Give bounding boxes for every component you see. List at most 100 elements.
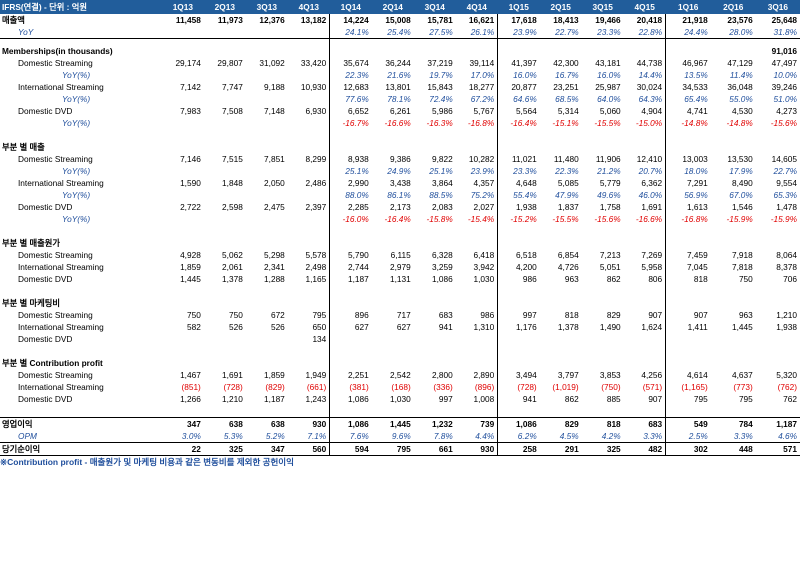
- memberships-title-row-cell: [582, 45, 624, 57]
- segment-revenue-title-row-cell: [456, 141, 498, 153]
- segment-revenue-yoy-row-cell: 25.1%: [329, 165, 372, 177]
- memberships-title-row: Memberships(in thousands) 91,016: [0, 45, 800, 57]
- segment-cost-row-cell: 7,269: [641, 250, 663, 260]
- segment-contribution-row-cell: 4,637: [732, 370, 753, 380]
- revenue-row-cell: 23,576: [727, 15, 753, 25]
- segment-marketing-row-cell: 1,176: [497, 321, 540, 333]
- spacer-row: [0, 231, 800, 237]
- operating-profit-row-cell: 638: [203, 417, 246, 430]
- memberships-title-row-cell: [288, 45, 330, 57]
- segment-revenue-row-cell: 2,173: [389, 202, 411, 212]
- membership-row-cell: 7,148: [264, 106, 285, 116]
- revenue-row-cell: 15,008: [385, 15, 411, 25]
- membership-row-cell: 9,188: [264, 82, 285, 92]
- segment-revenue-row-cell: 11,906: [595, 154, 621, 164]
- segment-revenue-row-cell: 9,386: [389, 154, 411, 164]
- membership-row-cell: 7,508: [222, 106, 243, 116]
- membership-yoy-row-cell: [246, 117, 288, 129]
- membership-row-cell: 23,251: [553, 82, 579, 92]
- segment-revenue-yoy-row-cell: 22.7%: [773, 166, 797, 176]
- segment-marketing-row-cell: [582, 333, 624, 345]
- segment-cost-row-cell: 2,744: [329, 261, 372, 273]
- memberships-title-row-cell: [711, 45, 756, 57]
- segment-contribution-title-row-cell: [756, 357, 800, 369]
- segment-revenue-yoy-row-cell: 22.3%: [555, 166, 579, 176]
- quarter-header: 4Q14: [455, 0, 498, 14]
- membership-row-cell: 43,181: [595, 58, 621, 68]
- segment-contribution-row-cell: 795: [738, 394, 753, 404]
- operating-profit-row-cell: 638: [245, 417, 288, 430]
- quarter-header: 1Q13: [161, 0, 204, 14]
- segment-contribution-row: International Streaming (851) (728) (829) (6…: [0, 381, 800, 393]
- segment-cost-row-cell: 1,445: [180, 274, 201, 284]
- segment-revenue-yoy-row-cell: [288, 213, 330, 225]
- segment-revenue-yoy-row-cell: [246, 189, 288, 201]
- memberships-title-row-cell: [204, 45, 246, 57]
- segment-revenue-yoy-row-cell: [288, 165, 330, 177]
- segment-cost-row-cell: 5,578: [305, 250, 327, 260]
- membership-row-cell: 47,129: [727, 58, 753, 68]
- operating-profit-row-cell: 1,187: [755, 417, 800, 430]
- net-income-row-cell: 22: [161, 442, 204, 456]
- segment-revenue-row-cell: 1,691: [641, 202, 663, 212]
- segment-contribution-row-cell: (571): [642, 382, 663, 392]
- revenue-yoy-row-cell: 22.8%: [623, 26, 666, 39]
- quarter-header: 2Q13: [203, 0, 246, 14]
- segment-contribution-row-cell: 2,542: [389, 370, 411, 380]
- segment-cost-row-cell: 818: [665, 273, 711, 285]
- segment-cost-row-cell: 4,200: [497, 261, 540, 273]
- revenue-row-cell: 16,621: [468, 15, 495, 25]
- opm-row-cell: 3.3%: [710, 430, 756, 443]
- segment-cost-row-cell: 1,378: [222, 274, 243, 284]
- membership-yoy-row-label: YoY(%): [62, 118, 91, 128]
- segment-revenue-row-cell: 4,357: [473, 178, 495, 188]
- segment-contribution-row-cell: 1,859: [264, 370, 285, 380]
- opm-row-label: OPM: [0, 430, 162, 443]
- memberships-title-row-cell: [162, 45, 204, 57]
- membership-yoy-row-cell: -15.6%: [770, 118, 797, 128]
- segment-marketing-row-cell: 627: [396, 322, 411, 332]
- segment-marketing-row-label: Domestic Streaming: [18, 310, 93, 320]
- membership-yoy-row-cell: 11.4%: [729, 70, 753, 80]
- membership-row-cell: 6,261: [389, 106, 411, 116]
- operating-profit-row-cell: 930: [287, 417, 330, 430]
- segment-cost-row-cell: 3,942: [473, 262, 495, 272]
- segment-cost-row-cell: 3,259: [431, 262, 453, 272]
- segment-contribution-title-row-cell: [497, 357, 540, 369]
- segment-marketing-row-label: Domestic DVD: [18, 334, 73, 344]
- membership-row-cell: 29,807: [217, 58, 243, 68]
- segment-revenue-row-cell: 10,282: [468, 154, 495, 164]
- segment-marketing-row-cell: [414, 333, 456, 345]
- revenue-row-cell: 21,918: [665, 14, 711, 26]
- segment-cost-row-cell: 1,859: [180, 262, 201, 272]
- membership-row-label: Domestic Streaming: [18, 58, 93, 68]
- membership-yoy-row-cell: 10.0%: [773, 70, 797, 80]
- segment-marketing-row-cell: 907: [665, 309, 711, 321]
- segment-revenue-yoy-row-cell: 25.1%: [429, 166, 453, 176]
- segment-cost-row-cell: 2,061: [222, 262, 243, 272]
- segment-revenue-row-cell: 4,648: [497, 177, 540, 189]
- memberships-title-row-cell: [665, 45, 711, 57]
- segment-revenue-title-row-cell: [372, 141, 414, 153]
- segment-marketing-title-row: 부분 별 마케팅비: [0, 297, 800, 309]
- segment-revenue-row-cell: 3,864: [431, 178, 453, 188]
- segment-cost-title-row-cell: [414, 237, 456, 249]
- membership-yoy-row-cell: 64.0%: [597, 94, 621, 104]
- net-income-row-cell: 302: [665, 442, 711, 456]
- revenue-row-cell: 18,413: [553, 15, 579, 25]
- segment-cost-row-cell: 7,459: [665, 249, 711, 261]
- membership-yoy-row-label: YoY(%): [62, 94, 91, 104]
- segment-contribution-title-row-cell: [711, 357, 756, 369]
- segment-contribution-row-cell: 4,256: [641, 370, 663, 380]
- membership-row: Domestic DVD 7,983 7,508 7,148 6,930 6,652 6,2…: [0, 105, 800, 117]
- segment-cost-row-cell: 806: [648, 274, 663, 284]
- operating-profit-row-cell: 683: [623, 417, 666, 430]
- segment-cost-row-cell: 963: [564, 274, 579, 284]
- segment-cost-title-row-label: 부분 별 매출원가: [2, 238, 61, 248]
- membership-row-cell: 39,114: [469, 58, 495, 68]
- revenue-yoy-row-cell: 25.4%: [371, 26, 414, 39]
- segment-marketing-row-cell: 986: [480, 310, 495, 320]
- segment-contribution-row-cell: 1,691: [222, 370, 243, 380]
- membership-row-cell: 46,967: [665, 57, 711, 69]
- operating-profit-row-cell: 739: [455, 417, 498, 430]
